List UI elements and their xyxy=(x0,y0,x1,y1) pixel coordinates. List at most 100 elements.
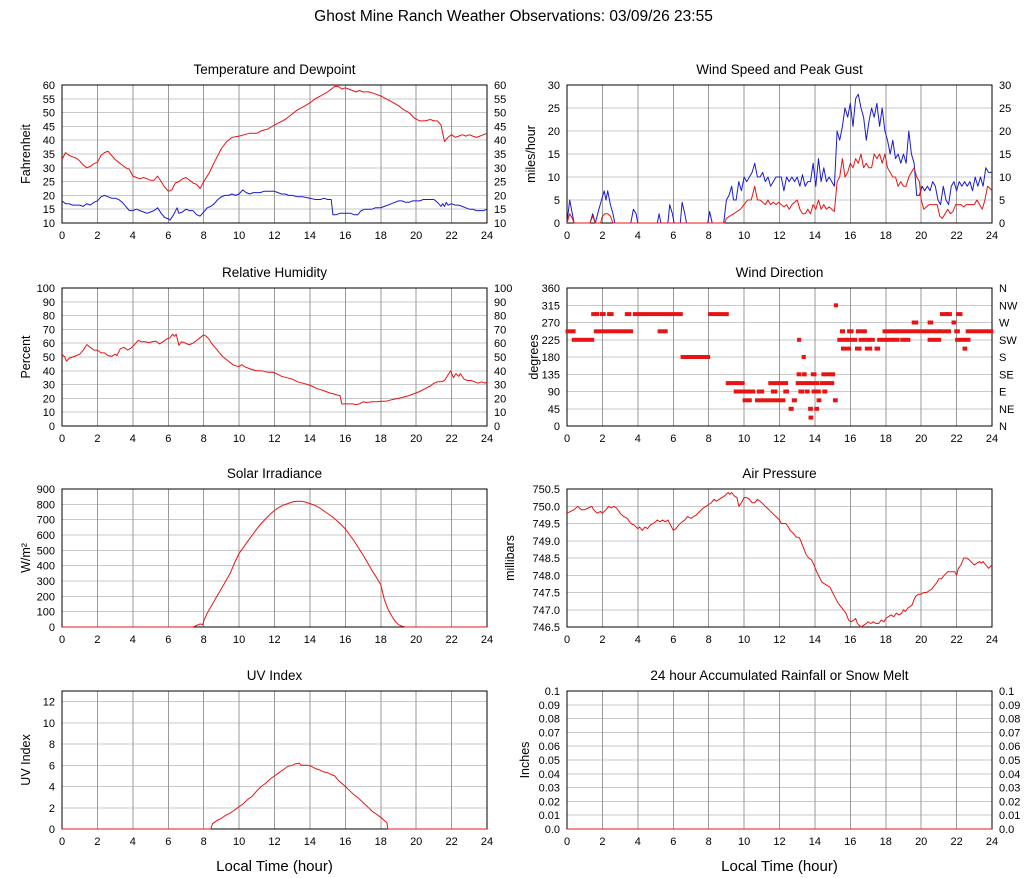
svg-text:10: 10 xyxy=(233,836,245,848)
svg-text:4: 4 xyxy=(130,433,136,445)
svg-text:18: 18 xyxy=(880,634,892,646)
svg-text:22: 22 xyxy=(445,836,457,848)
svg-text:10: 10 xyxy=(494,407,506,419)
svg-text:2: 2 xyxy=(94,230,100,242)
svg-text:16: 16 xyxy=(339,433,351,445)
svg-text:5: 5 xyxy=(999,195,1005,207)
svg-text:4: 4 xyxy=(49,782,55,794)
svg-text:20: 20 xyxy=(410,634,422,646)
svg-text:10: 10 xyxy=(233,634,245,646)
svg-text:0.07: 0.07 xyxy=(539,727,560,739)
svg-text:2: 2 xyxy=(94,634,100,646)
svg-text:225: 225 xyxy=(542,335,560,347)
svg-text:UV Index: UV Index xyxy=(19,734,33,786)
svg-text:12: 12 xyxy=(43,697,55,709)
svg-text:6: 6 xyxy=(165,836,171,848)
svg-text:10: 10 xyxy=(43,718,55,730)
svg-text:millibars: millibars xyxy=(505,535,517,581)
svg-text:10: 10 xyxy=(43,407,55,419)
svg-text:8: 8 xyxy=(706,230,712,242)
svg-text:10: 10 xyxy=(548,172,560,184)
chart-air-pressure: 746.5 747.0 747.5 748.0 748.5 749.0 749.5 750.0… xyxy=(505,454,1027,676)
svg-text:16: 16 xyxy=(844,230,856,242)
svg-text:80: 80 xyxy=(494,311,506,323)
svg-text:30: 30 xyxy=(43,163,55,175)
svg-text:miles/hour: miles/hour xyxy=(524,125,538,183)
svg-text:15: 15 xyxy=(494,204,506,216)
svg-text:12: 12 xyxy=(268,634,280,646)
svg-text:15: 15 xyxy=(548,149,560,161)
svg-text:20: 20 xyxy=(410,433,422,445)
svg-text:135: 135 xyxy=(542,369,560,381)
chart-wind-speed-gust: 0 0 5 5 10 10 15 15 20 20 25 25 30 30 0 2 4 6 8 10 12 14 16 18 2… xyxy=(505,50,1027,272)
svg-text:6: 6 xyxy=(165,634,171,646)
svg-text:4: 4 xyxy=(635,433,641,445)
svg-text:4: 4 xyxy=(635,230,641,242)
svg-text:8: 8 xyxy=(201,836,207,848)
svg-text:N: N xyxy=(999,283,1007,295)
svg-text:4: 4 xyxy=(130,634,136,646)
svg-text:18: 18 xyxy=(375,230,387,242)
svg-text:0.0: 0.0 xyxy=(999,824,1014,836)
svg-text:Inches: Inches xyxy=(518,742,532,779)
svg-text:20: 20 xyxy=(915,433,927,445)
svg-text:Solar Irradiance: Solar Irradiance xyxy=(227,466,322,481)
svg-text:Air Pressure: Air Pressure xyxy=(742,466,816,481)
svg-text:800: 800 xyxy=(37,499,55,511)
svg-text:25: 25 xyxy=(548,103,560,115)
svg-text:8: 8 xyxy=(49,739,55,751)
svg-text:300: 300 xyxy=(37,576,55,588)
svg-text:748.5: 748.5 xyxy=(532,553,560,565)
svg-text:10: 10 xyxy=(738,433,750,445)
chart-rainfall: 0.0 0.0 0.01 0.01 0.02 0.02 0.03 0.03 0.04 0.04 0.… xyxy=(505,656,1027,878)
svg-text:10: 10 xyxy=(233,230,245,242)
svg-text:SW: SW xyxy=(999,335,1017,347)
svg-text:14: 14 xyxy=(304,836,316,848)
svg-text:0.04: 0.04 xyxy=(999,769,1020,781)
svg-text:22: 22 xyxy=(950,634,962,646)
svg-text:8: 8 xyxy=(706,836,712,848)
svg-text:30: 30 xyxy=(43,380,55,392)
svg-text:12: 12 xyxy=(268,433,280,445)
svg-text:0: 0 xyxy=(59,433,65,445)
svg-text:degrees: degrees xyxy=(527,334,541,379)
svg-text:10: 10 xyxy=(233,433,245,445)
svg-text:0.05: 0.05 xyxy=(999,755,1020,767)
svg-text:747.5: 747.5 xyxy=(532,588,560,600)
svg-text:5: 5 xyxy=(554,195,560,207)
svg-text:600: 600 xyxy=(37,530,55,542)
svg-text:24 hour Accumulated Rainfall o: 24 hour Accumulated Rainfall or Snow Mel… xyxy=(650,668,908,683)
svg-text:20: 20 xyxy=(494,190,506,202)
svg-text:40: 40 xyxy=(494,366,506,378)
svg-text:14: 14 xyxy=(809,634,821,646)
svg-text:24: 24 xyxy=(481,230,493,242)
svg-text:20: 20 xyxy=(915,836,927,848)
svg-text:80: 80 xyxy=(43,311,55,323)
svg-text:50: 50 xyxy=(43,352,55,364)
svg-text:0.0: 0.0 xyxy=(545,824,560,836)
chart-relative-humidity: 0 0 10 10 20 20 30 30 40 40 50 50 60 60 70 70 80 80 90 90 10… xyxy=(0,253,522,475)
svg-text:14: 14 xyxy=(809,433,821,445)
svg-text:70: 70 xyxy=(494,324,506,336)
svg-text:10: 10 xyxy=(999,172,1011,184)
svg-text:18: 18 xyxy=(880,433,892,445)
svg-text:2: 2 xyxy=(49,803,55,815)
svg-text:18: 18 xyxy=(375,634,387,646)
page-title: Ghost Mine Ranch Weather Observations: 0… xyxy=(314,8,713,25)
svg-text:Local Time (hour): Local Time (hour) xyxy=(721,858,838,875)
svg-text:UV Index: UV Index xyxy=(247,668,303,683)
svg-text:0.09: 0.09 xyxy=(999,700,1020,712)
svg-text:24: 24 xyxy=(986,836,998,848)
svg-text:4: 4 xyxy=(130,836,136,848)
svg-text:90: 90 xyxy=(494,297,506,309)
svg-text:20: 20 xyxy=(915,634,927,646)
svg-text:Fahrenheit: Fahrenheit xyxy=(19,124,33,184)
svg-text:10: 10 xyxy=(738,836,750,848)
svg-text:0: 0 xyxy=(554,218,560,230)
svg-text:2: 2 xyxy=(94,836,100,848)
svg-text:0: 0 xyxy=(564,433,570,445)
